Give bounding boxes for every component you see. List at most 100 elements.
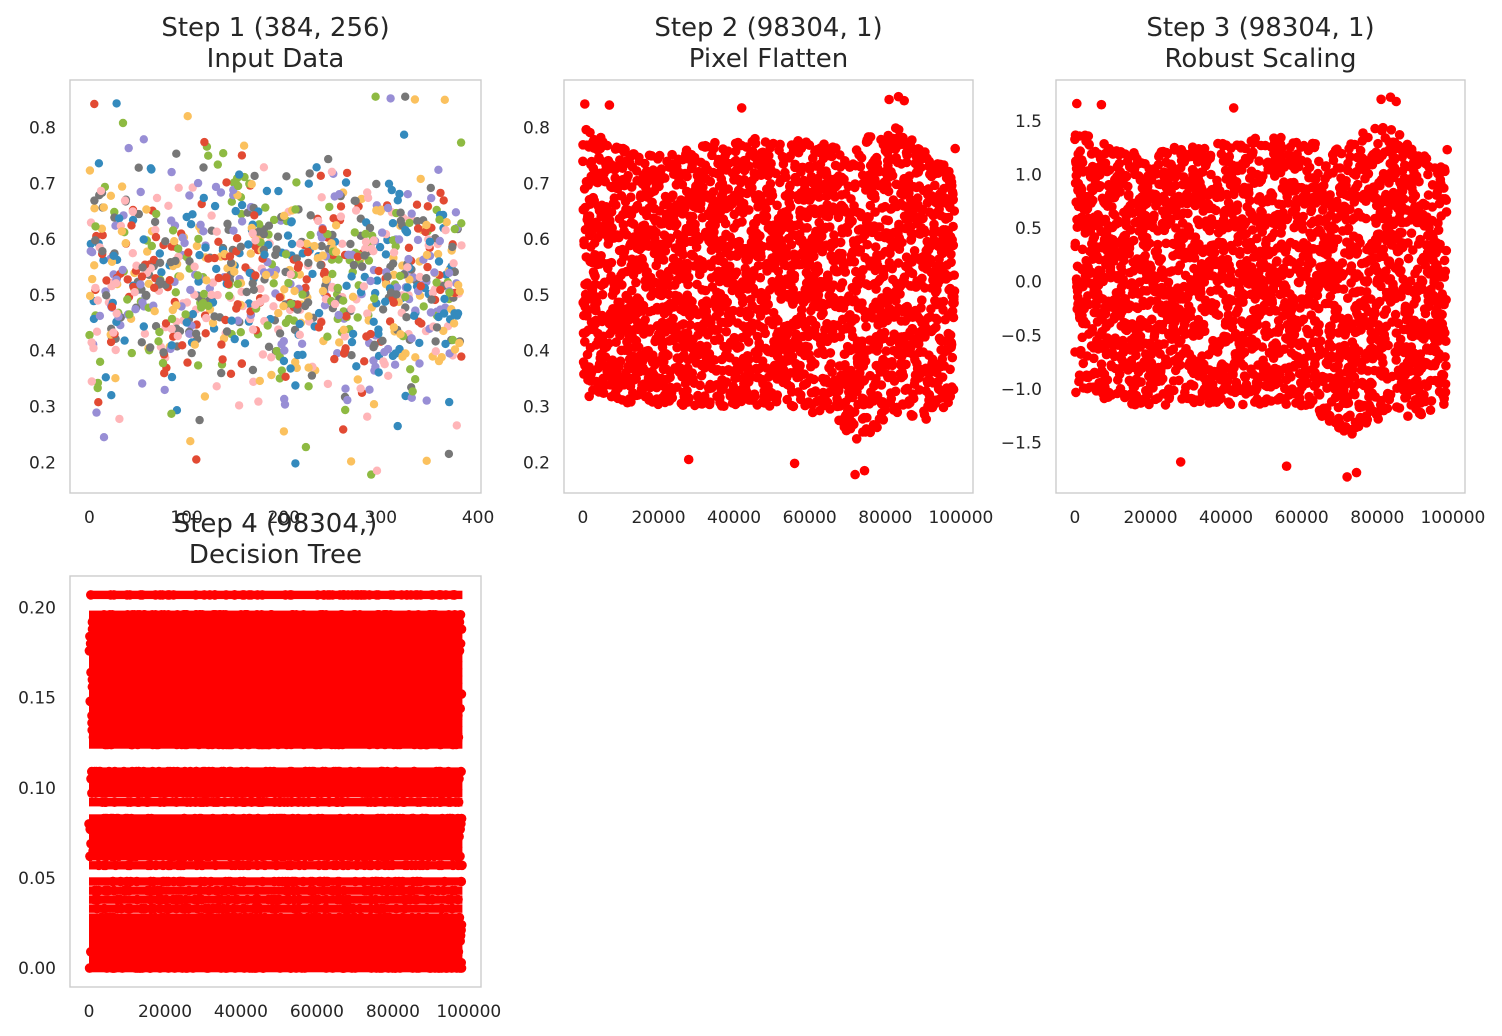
data-point bbox=[332, 247, 341, 257]
data-point bbox=[363, 309, 372, 318]
y-tick-label: 0.5 bbox=[29, 286, 56, 306]
data-point bbox=[407, 334, 416, 343]
chart-subtitle: Pixel Flatten bbox=[689, 44, 848, 74]
data-point bbox=[890, 386, 901, 397]
data-point bbox=[708, 187, 719, 197]
data-point bbox=[90, 204, 99, 213]
data-point bbox=[158, 358, 168, 368]
data-point bbox=[306, 230, 315, 240]
data-point bbox=[755, 272, 766, 283]
data-point bbox=[750, 138, 761, 149]
data-point bbox=[719, 401, 729, 412]
data-point bbox=[809, 251, 819, 262]
data-point bbox=[427, 193, 436, 203]
data-point bbox=[127, 348, 136, 358]
data-point bbox=[937, 372, 948, 383]
data-point bbox=[1104, 165, 1115, 175]
data-point bbox=[949, 206, 960, 216]
data-point bbox=[94, 159, 104, 168]
data-point bbox=[878, 271, 889, 282]
data-point bbox=[421, 227, 430, 237]
data-point bbox=[886, 394, 897, 404]
data-point bbox=[275, 293, 284, 302]
data-point bbox=[134, 163, 143, 172]
data-point bbox=[226, 369, 236, 378]
data-point bbox=[248, 229, 257, 238]
data-point bbox=[1078, 358, 1089, 369]
data-point bbox=[281, 250, 291, 259]
data-point bbox=[917, 295, 927, 306]
data-point bbox=[280, 285, 289, 294]
y-tick-labels: 0.20.30.40.50.60.70.8 bbox=[29, 118, 56, 473]
data-point bbox=[934, 384, 945, 395]
data-point bbox=[1186, 305, 1196, 316]
data-point bbox=[702, 341, 712, 352]
data-point bbox=[583, 180, 593, 190]
data-point bbox=[183, 112, 192, 121]
data-point bbox=[361, 229, 370, 239]
data-point bbox=[721, 326, 732, 337]
data-point bbox=[99, 203, 109, 212]
data-point bbox=[445, 288, 454, 297]
data-point bbox=[672, 382, 682, 393]
data-point bbox=[1124, 189, 1134, 200]
data-point bbox=[199, 289, 209, 299]
data-point bbox=[419, 302, 428, 311]
data-point bbox=[96, 186, 106, 196]
x-tick-labels: 0 20000 40000 60000 80000 100000 bbox=[577, 508, 993, 528]
data-point bbox=[367, 244, 376, 253]
data-point bbox=[444, 280, 453, 289]
data-point bbox=[622, 323, 633, 333]
data-point bbox=[342, 168, 352, 178]
data-point bbox=[654, 150, 665, 161]
data-point bbox=[246, 249, 255, 258]
data-point bbox=[761, 204, 771, 214]
data-point bbox=[584, 211, 595, 221]
data-point bbox=[870, 193, 880, 203]
data-point bbox=[658, 255, 669, 265]
data-point bbox=[1209, 247, 1220, 258]
data-point bbox=[887, 170, 898, 181]
x-tick-label: 60000 bbox=[783, 508, 837, 528]
data-point bbox=[150, 283, 159, 292]
data-point bbox=[272, 245, 281, 254]
data-point bbox=[415, 272, 425, 282]
data-point bbox=[372, 206, 381, 215]
data-point bbox=[827, 367, 837, 378]
data-point bbox=[339, 425, 348, 434]
data-point bbox=[167, 372, 177, 382]
data-point bbox=[403, 190, 412, 199]
data-point bbox=[140, 329, 150, 338]
data-point bbox=[898, 371, 909, 381]
data-point bbox=[775, 139, 785, 150]
data-point bbox=[855, 245, 866, 255]
data-point bbox=[1168, 344, 1179, 355]
data-point bbox=[233, 316, 243, 325]
data-point bbox=[327, 167, 337, 176]
data-point bbox=[788, 284, 798, 295]
data-point bbox=[1225, 399, 1236, 410]
data-point bbox=[1114, 369, 1125, 380]
x-tick-labels: 0 100 200 300 400 bbox=[84, 508, 494, 528]
data-point bbox=[130, 288, 139, 297]
data-point bbox=[590, 271, 600, 282]
y-tick-label: 0.2 bbox=[523, 453, 550, 473]
data-point bbox=[128, 207, 137, 216]
data-point bbox=[709, 355, 720, 366]
data-point bbox=[401, 292, 410, 302]
data-point bbox=[373, 276, 382, 285]
data-point bbox=[785, 180, 795, 191]
data-point bbox=[167, 324, 176, 334]
data-point bbox=[138, 379, 147, 388]
data-point bbox=[384, 179, 394, 188]
data-point bbox=[434, 257, 444, 266]
data-point bbox=[339, 349, 349, 358]
data-point bbox=[456, 138, 466, 147]
data-point bbox=[217, 340, 226, 349]
data-point bbox=[136, 280, 145, 289]
data-point bbox=[283, 231, 293, 240]
data-point bbox=[1123, 181, 1133, 192]
data-point bbox=[1117, 266, 1127, 277]
data-point bbox=[290, 286, 299, 296]
data-point bbox=[210, 312, 219, 321]
